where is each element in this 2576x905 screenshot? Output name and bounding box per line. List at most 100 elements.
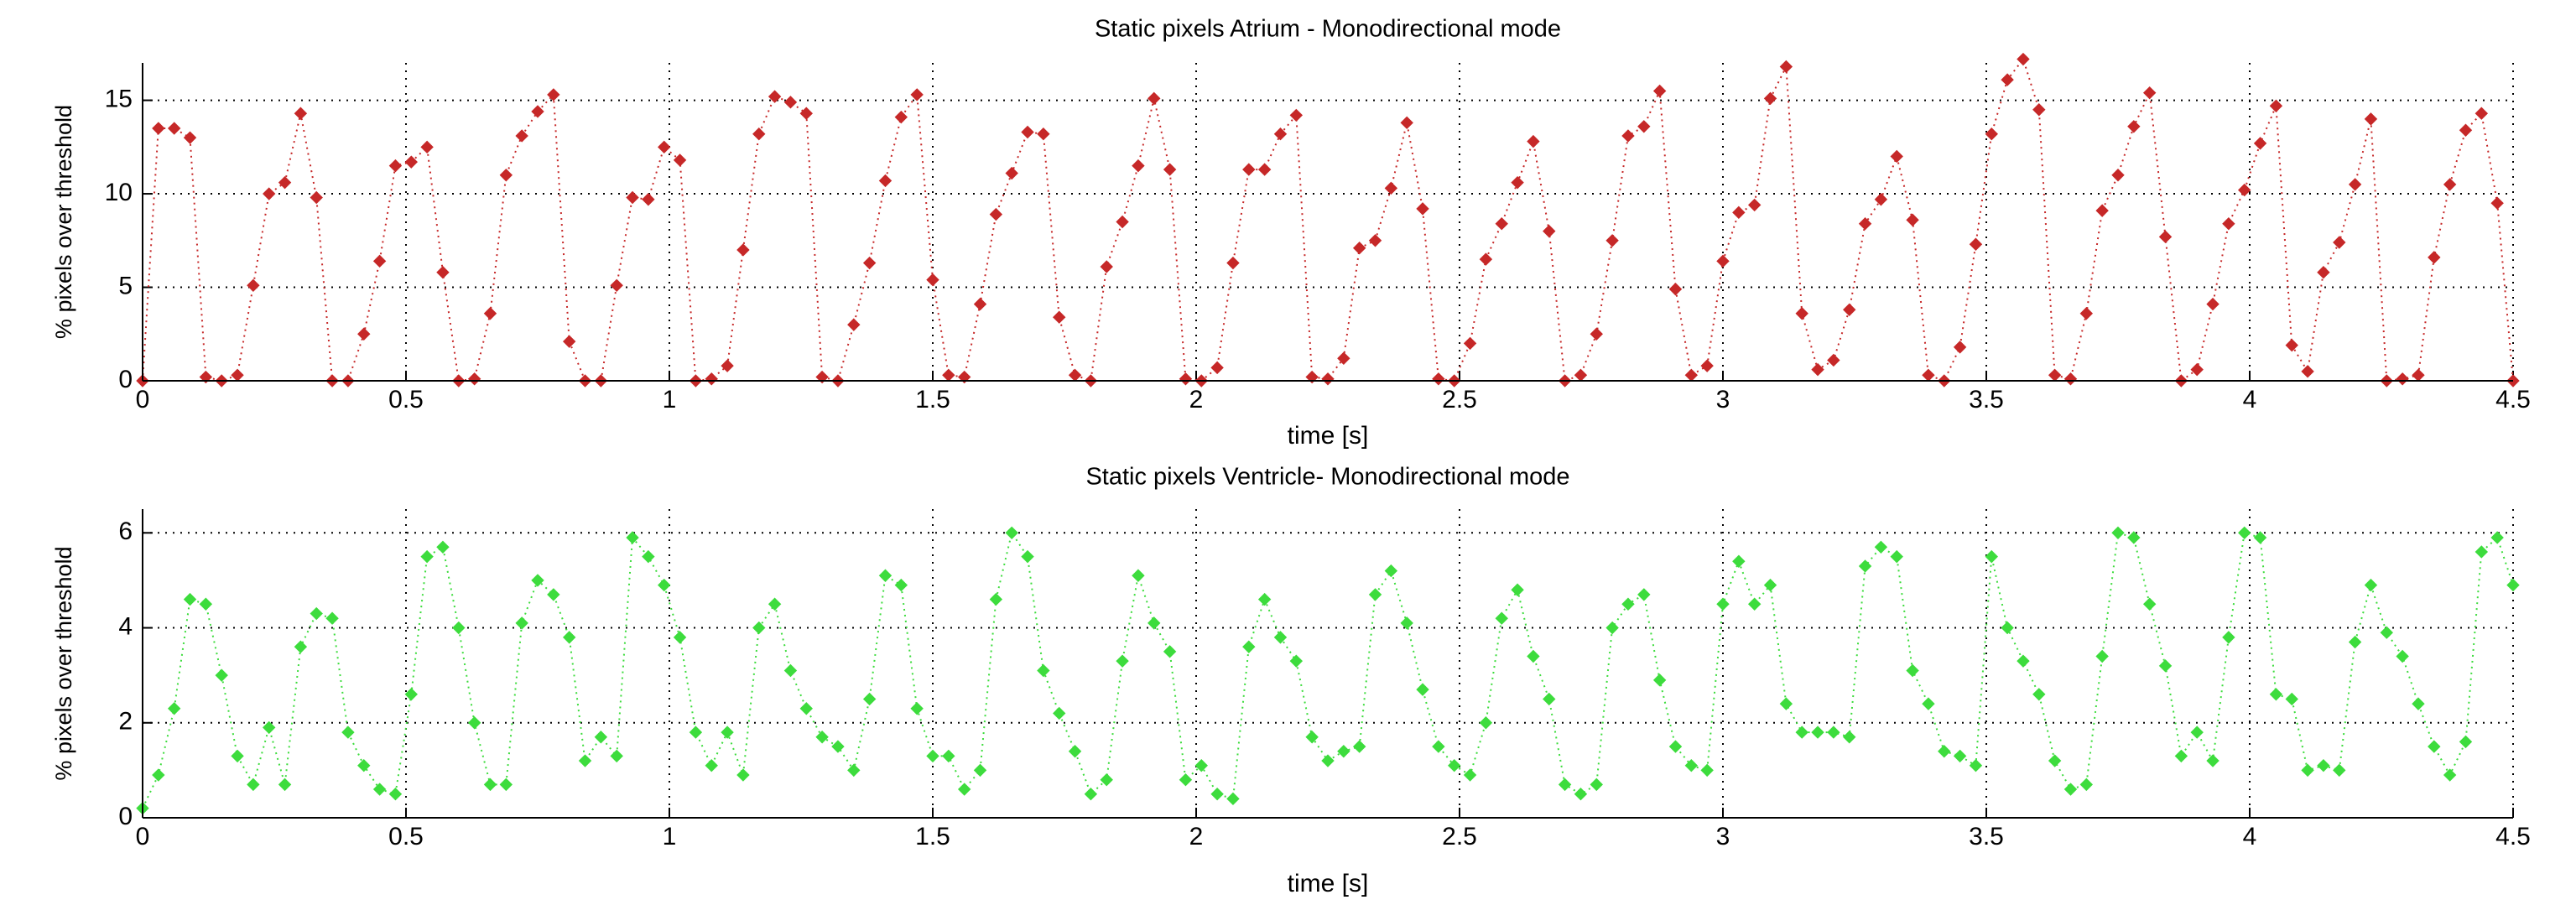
data-point bbox=[1273, 631, 1288, 644]
data-point bbox=[2443, 178, 2457, 191]
data-point bbox=[1194, 759, 1208, 772]
x-tick-label: 1 bbox=[663, 386, 677, 413]
data-point bbox=[310, 190, 323, 205]
x-tick-label: 3.5 bbox=[1969, 823, 2004, 850]
data-point bbox=[1574, 787, 1588, 801]
data-point bbox=[483, 307, 497, 320]
data-point bbox=[2317, 265, 2330, 279]
data-point bbox=[183, 592, 197, 606]
data-point bbox=[2111, 526, 2125, 540]
data-point bbox=[499, 169, 513, 182]
x-tick-label: 4.5 bbox=[2495, 823, 2531, 850]
data-point bbox=[1132, 569, 1145, 582]
data-point bbox=[167, 702, 181, 715]
data-point bbox=[152, 122, 165, 135]
data-point bbox=[1495, 217, 1508, 231]
data-point bbox=[1906, 213, 1919, 226]
data-point bbox=[1621, 129, 1635, 143]
data-point bbox=[2190, 726, 2204, 739]
data-point bbox=[1163, 163, 1177, 176]
data-point bbox=[1843, 731, 1856, 744]
data-point bbox=[436, 540, 450, 554]
data-point bbox=[1763, 91, 1777, 106]
data-point bbox=[452, 621, 466, 635]
data-point bbox=[1874, 540, 1888, 554]
data-point bbox=[1463, 336, 1477, 351]
data-point bbox=[2238, 183, 2251, 197]
data-point bbox=[2428, 740, 2441, 753]
data-point bbox=[2428, 251, 2441, 264]
data-point bbox=[1700, 763, 1714, 778]
data-point bbox=[1037, 127, 1050, 141]
data-point bbox=[1257, 163, 1272, 176]
data-point bbox=[768, 597, 782, 611]
data-point bbox=[263, 187, 276, 200]
data-point bbox=[1337, 351, 1350, 365]
data-point bbox=[1179, 773, 1193, 787]
data-point bbox=[658, 140, 671, 154]
data-point bbox=[1590, 327, 1603, 341]
data-point bbox=[878, 569, 892, 582]
data-point bbox=[768, 90, 782, 103]
data-point bbox=[1005, 526, 1018, 540]
data-point bbox=[2443, 768, 2457, 782]
data-point bbox=[1068, 745, 1082, 758]
data-point bbox=[1321, 372, 1335, 386]
data-point bbox=[2412, 697, 2425, 710]
data-point bbox=[1811, 362, 1824, 377]
x-tick-label: 0.5 bbox=[388, 823, 424, 850]
data-point bbox=[278, 778, 292, 792]
data-point bbox=[2459, 123, 2473, 137]
data-point bbox=[973, 763, 987, 778]
data-point bbox=[1716, 597, 1730, 611]
data-point bbox=[1922, 697, 1935, 710]
data-point bbox=[1257, 592, 1272, 606]
data-point bbox=[1985, 127, 1998, 141]
y-tick-label: 2 bbox=[118, 708, 133, 736]
data-point bbox=[2269, 688, 2283, 701]
data-point bbox=[2348, 178, 2362, 191]
data-point bbox=[278, 175, 292, 190]
data-point bbox=[1226, 792, 1240, 806]
data-point bbox=[1463, 768, 1477, 782]
data-point bbox=[1511, 583, 1524, 596]
y-tick-label: 0 bbox=[118, 803, 133, 830]
data-point bbox=[420, 140, 434, 154]
y-tick-label: 4 bbox=[118, 612, 133, 640]
data-point bbox=[2032, 103, 2046, 117]
data-point bbox=[721, 359, 734, 372]
data-point bbox=[1053, 310, 1066, 324]
data-point bbox=[372, 254, 387, 268]
data-point bbox=[2222, 631, 2235, 644]
data-point bbox=[942, 749, 955, 763]
data-point bbox=[388, 787, 403, 801]
data-point bbox=[2017, 654, 2030, 668]
data-point bbox=[736, 768, 750, 782]
data-point bbox=[310, 606, 323, 621]
data-point bbox=[1969, 237, 1983, 251]
data-point bbox=[2174, 749, 2188, 763]
data-point bbox=[2095, 204, 2109, 217]
data-point bbox=[2285, 338, 2298, 352]
data-point bbox=[1352, 242, 1366, 255]
data-point bbox=[2142, 86, 2157, 100]
data-point bbox=[783, 663, 798, 678]
data-point bbox=[1953, 749, 1967, 763]
data-point bbox=[2475, 107, 2489, 120]
x-tick-label: 4 bbox=[2243, 823, 2257, 850]
data-point bbox=[926, 749, 939, 763]
x-tick-label: 1 bbox=[663, 823, 677, 850]
data-point bbox=[831, 740, 845, 753]
data-point bbox=[642, 549, 655, 564]
data-point bbox=[1210, 361, 1224, 375]
data-point bbox=[2206, 297, 2220, 311]
data-point bbox=[2063, 372, 2078, 386]
data-point bbox=[1273, 127, 1288, 141]
data-point bbox=[2490, 196, 2504, 210]
data-point bbox=[1652, 674, 1667, 687]
data-point bbox=[199, 597, 213, 611]
data-point bbox=[1779, 60, 1793, 74]
data-point bbox=[467, 372, 481, 386]
data-point bbox=[1005, 166, 1018, 180]
x-axis-label: time [s] bbox=[1288, 870, 1369, 897]
